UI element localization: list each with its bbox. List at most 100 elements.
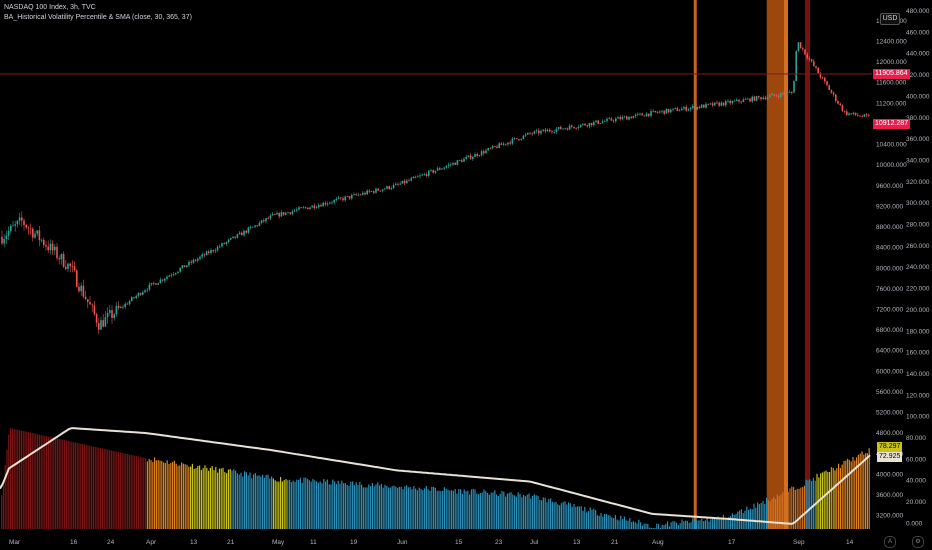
candle-body — [810, 59, 813, 62]
candle-body — [12, 225, 14, 227]
hv-bar — [272, 478, 274, 529]
candle-body — [252, 226, 254, 228]
candle-body — [34, 233, 36, 238]
time-tick: 21 — [227, 539, 235, 546]
candle-body — [10, 225, 12, 232]
candle-body — [320, 205, 322, 207]
candle-body — [399, 183, 401, 185]
hv-bar — [204, 465, 206, 529]
candle-body — [804, 49, 806, 55]
hv-bar — [487, 492, 489, 529]
hv-bar — [11, 428, 13, 529]
hv-bar — [197, 466, 199, 529]
candle-body — [606, 118, 608, 122]
indicator-tick: 360.000 — [906, 136, 930, 143]
hv-bar — [38, 434, 40, 529]
candle-body — [731, 101, 734, 104]
hv-bar — [596, 515, 598, 529]
candle-body — [857, 115, 859, 116]
hv-bar — [722, 514, 724, 529]
hv-bar — [809, 479, 811, 529]
candle-body — [577, 126, 580, 129]
hv-bar — [164, 463, 166, 529]
hv-bar — [231, 470, 233, 529]
candle-body — [707, 103, 709, 105]
hv-bar — [312, 478, 314, 529]
candle-body — [148, 284, 151, 290]
sma-line — [0, 427, 871, 525]
hv-bar — [229, 468, 231, 529]
hv-bar — [492, 492, 494, 529]
candle-body — [852, 112, 855, 114]
candle-body — [564, 128, 566, 130]
symbol-legend[interactable]: NASDAQ 100 Index, 3h, TVC — [4, 4, 96, 11]
candle-body — [324, 202, 327, 205]
hv-bar — [1, 495, 3, 529]
hv-bar — [141, 457, 143, 529]
candle-body — [500, 143, 503, 145]
candle-body — [681, 108, 683, 111]
hv-bar — [334, 481, 336, 529]
candle-body — [126, 303, 129, 305]
hv-bar — [359, 481, 361, 529]
candle-body — [102, 320, 104, 327]
hv-bar — [145, 458, 147, 529]
time-tick: 11 — [310, 539, 317, 546]
hv-bar — [159, 460, 161, 529]
candle-body — [1, 236, 3, 244]
hv-bar — [836, 468, 838, 529]
indicator-tick: 340.000 — [906, 157, 930, 164]
candle-body — [549, 129, 551, 132]
candle-body — [441, 168, 443, 170]
candle-body — [483, 151, 485, 154]
price-tick: 11200.000 — [876, 100, 907, 107]
candle-body — [38, 230, 41, 241]
candle-body — [518, 138, 520, 140]
hv-bar — [89, 445, 91, 529]
hv-bar — [62, 439, 64, 529]
candle-body — [417, 176, 419, 178]
hv-bar — [605, 513, 607, 529]
auto-scale-button[interactable]: A — [884, 536, 896, 548]
hv-bar — [769, 501, 771, 529]
candle-body — [850, 113, 852, 115]
settings-icon[interactable]: ⚙ — [912, 536, 924, 548]
candle-body — [274, 214, 276, 215]
hv-bar — [125, 453, 127, 529]
hv-bar — [483, 489, 485, 529]
candle-body — [100, 320, 102, 330]
indicator-legend[interactable]: BA_Historical Volatility Percentile & SM… — [4, 14, 192, 21]
band — [766, 0, 787, 529]
hv-bar — [364, 487, 366, 529]
hv-bar — [157, 460, 159, 529]
hv-bar — [627, 520, 629, 529]
candle-body — [245, 230, 247, 233]
hv-bar — [307, 479, 309, 529]
candle-body — [663, 110, 665, 114]
candle-body — [192, 259, 195, 263]
hv-bar — [118, 452, 120, 529]
candle-body — [65, 266, 67, 269]
candle-body — [678, 110, 681, 112]
candle-body — [89, 302, 91, 305]
candle-body — [194, 259, 197, 261]
hv-bar — [758, 504, 760, 529]
hv-bar — [564, 501, 566, 529]
hv-bar — [388, 487, 390, 529]
candle-body — [546, 129, 549, 132]
candle-body — [531, 133, 533, 135]
hv-bar — [618, 520, 620, 529]
hv-bar — [505, 496, 507, 529]
candle-body — [124, 303, 126, 307]
hv-bar — [422, 490, 424, 529]
hv-bar — [751, 509, 753, 529]
currency-button[interactable]: USD — [880, 13, 900, 25]
hv-bar — [478, 494, 480, 529]
hv-bar — [778, 496, 780, 529]
candle-body — [784, 93, 786, 95]
hv-bar — [416, 490, 418, 529]
candle-body — [425, 174, 428, 177]
time-tick: Sep — [793, 539, 805, 546]
price-tick: 5600.000 — [876, 389, 903, 396]
